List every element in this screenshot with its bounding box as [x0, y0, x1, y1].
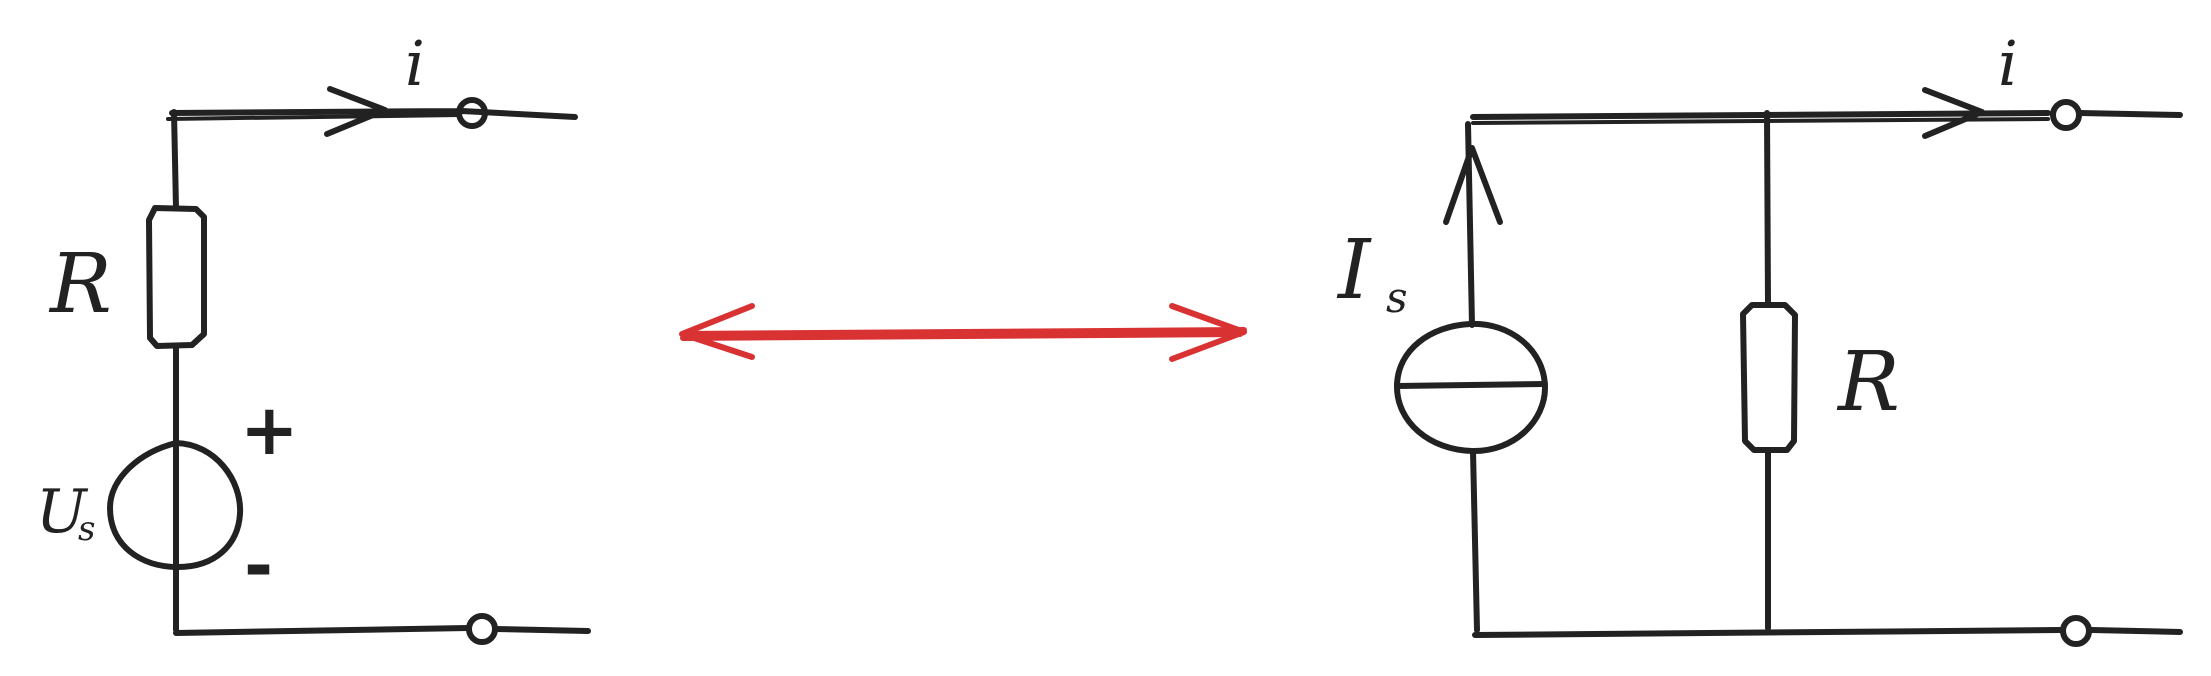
left-bottom-wire: [173, 625, 591, 636]
right-source-wire-bottom: [1470, 448, 1480, 633]
right-resistor-wire-top: [1764, 110, 1771, 308]
plus-sign: +: [240, 389, 299, 471]
equivalence-arrow-shaft: [680, 327, 1247, 341]
right-bottom-terminal: [2060, 615, 2092, 647]
left-resistor: [146, 205, 207, 349]
right-resistor: [1740, 302, 1798, 453]
equivalence-arrow-right-head-icon: [1169, 303, 1247, 362]
left-circuit: i R U s + -: [36, 27, 591, 645]
left-vertical-wire-top: [171, 109, 179, 211]
right-source-axis: [1394, 381, 1548, 389]
equivalence-arrow-left-head-icon: [679, 303, 755, 360]
right-top-wire: [1470, 110, 2183, 120]
right-resistor-label: R: [1836, 335, 1900, 430]
right-source-label-subscript: s: [1386, 273, 1408, 322]
right-bottom-wire: [1472, 627, 2183, 638]
minus-sign: -: [244, 525, 273, 607]
left-current-label: i: [405, 27, 425, 100]
left-top-terminal: [456, 97, 488, 129]
left-source-label-subscript: s: [78, 509, 95, 549]
right-source-label: I: [1336, 223, 1372, 318]
left-source-label: U: [36, 477, 89, 547]
right-current-arrow-icon: [1922, 87, 1985, 139]
right-top-terminal: [2050, 99, 2082, 131]
right-circuit: i I s R: [1336, 27, 2183, 647]
left-bottom-terminal: [466, 613, 498, 645]
equivalence-arrow: [679, 303, 1247, 362]
right-current-label: i: [1998, 27, 2018, 100]
left-current-arrow-icon: [324, 86, 388, 137]
right-top-wire-sketch: [1471, 117, 2050, 125]
left-top-wire-sketch: [166, 113, 462, 121]
left-top-wire: [169, 108, 578, 120]
right-source-arrow-icon: [1443, 145, 1503, 225]
left-resistor-label: R: [48, 237, 112, 332]
